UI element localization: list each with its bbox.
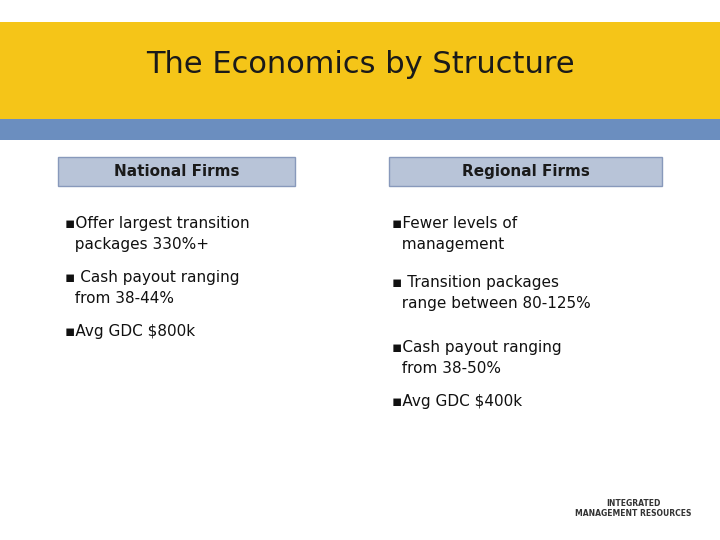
- Text: ▪Fewer levels of
  management: ▪Fewer levels of management: [392, 216, 518, 252]
- Text: ▪Avg GDC $400k: ▪Avg GDC $400k: [392, 394, 523, 409]
- FancyBboxPatch shape: [389, 157, 662, 186]
- FancyBboxPatch shape: [0, 119, 720, 140]
- Text: ▪ Cash payout ranging
  from 38-44%: ▪ Cash payout ranging from 38-44%: [65, 270, 239, 306]
- Text: The Economics by Structure: The Economics by Structure: [145, 50, 575, 79]
- Text: ▪Offer largest transition
  packages 330%+: ▪Offer largest transition packages 330%+: [65, 216, 249, 252]
- Text: INTEGRATED
MANAGEMENT RESOURCES: INTEGRATED MANAGEMENT RESOURCES: [575, 499, 692, 518]
- Text: ▪Cash payout ranging
  from 38-50%: ▪Cash payout ranging from 38-50%: [392, 340, 562, 376]
- FancyBboxPatch shape: [58, 157, 295, 186]
- Text: ▪Avg GDC $800k: ▪Avg GDC $800k: [65, 324, 195, 339]
- Text: National Firms: National Firms: [114, 164, 239, 179]
- Text: ▪ Transition packages
  range between 80-125%: ▪ Transition packages range between 80-1…: [392, 275, 591, 312]
- Text: Regional Firms: Regional Firms: [462, 164, 590, 179]
- FancyBboxPatch shape: [0, 22, 720, 119]
